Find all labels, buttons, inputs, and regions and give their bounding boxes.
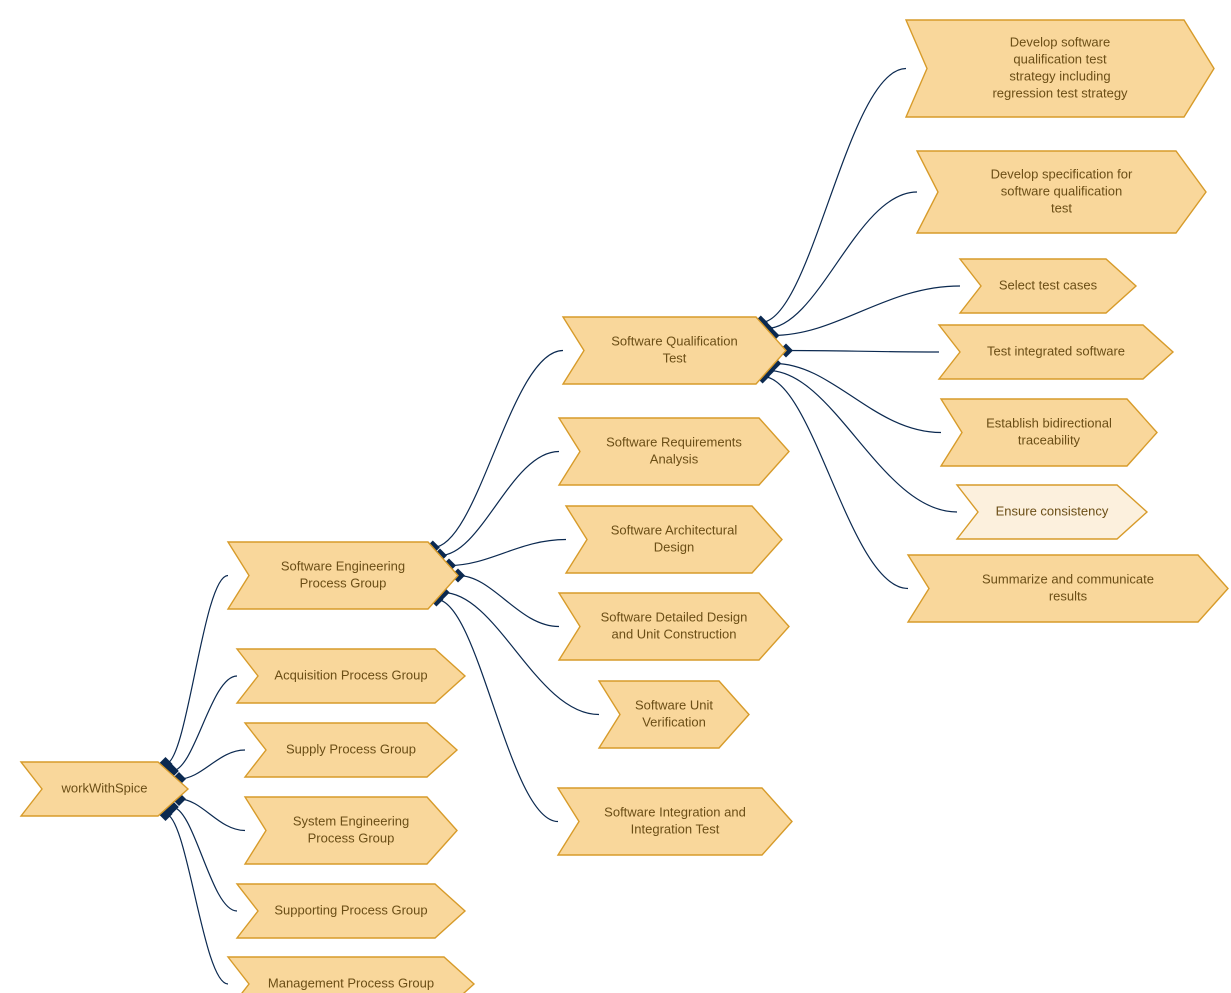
edge xyxy=(449,540,566,566)
diagram-node: Supporting Process Group xyxy=(237,884,465,938)
diagram-node: Software Unit Verification xyxy=(599,681,749,748)
node-label: traceability xyxy=(1018,432,1081,447)
edge xyxy=(436,600,558,822)
edge xyxy=(166,576,229,765)
node-label: regression test strategy xyxy=(992,85,1128,100)
node-label: Process Group xyxy=(300,575,387,590)
diagram-node: Select test cases xyxy=(960,259,1136,313)
edge xyxy=(166,814,229,984)
node-label: Summarize and communicate xyxy=(982,571,1154,586)
diagram-node: Software Detailed Design and Unit Constru… xyxy=(559,593,789,660)
diagram-node: Establish bidirectional traceability xyxy=(941,399,1157,466)
edge xyxy=(774,364,941,433)
node-label: Software Detailed Design xyxy=(601,609,748,624)
node-label: Develop software xyxy=(1010,34,1110,49)
process-diagram: workWithSpice Acquisition Process Group Su… xyxy=(0,0,1231,993)
node-label: System Engineering xyxy=(293,813,409,828)
diagram-node: Software Requirements Analysis xyxy=(559,418,789,485)
diagram-node: Management Process Group xyxy=(228,957,474,993)
diagram-node: Develop specification for software qualif… xyxy=(917,151,1206,233)
node-label: strategy including xyxy=(1009,68,1110,83)
node-label: Analysis xyxy=(650,451,699,466)
edge xyxy=(440,452,559,556)
node-label: Supply Process Group xyxy=(286,741,416,756)
node-label: test xyxy=(1051,200,1072,215)
edge xyxy=(768,371,957,513)
diagram-node: Acquisition Process Group xyxy=(237,649,465,703)
edge xyxy=(172,676,237,771)
diagram-node: Ensure consistency xyxy=(957,485,1147,539)
node-label: and Unit Construction xyxy=(611,626,736,641)
diagram-node: workWithSpice xyxy=(21,762,188,816)
node-label: Software Qualification xyxy=(611,333,737,348)
node-label: Software Unit xyxy=(635,697,713,712)
diagram-node: Software Integration and Integration Test xyxy=(558,788,792,855)
node-label: Software Engineering xyxy=(281,558,405,573)
diagram-node: Software Qualification Test xyxy=(563,317,786,384)
node-label: Software Architectural xyxy=(611,522,738,537)
node-label: Test xyxy=(663,350,687,365)
edge xyxy=(433,351,563,548)
node-label: Select test cases xyxy=(999,277,1098,292)
edge xyxy=(761,69,906,323)
node-label: Verification xyxy=(642,714,706,729)
diagram-node: Supply Process Group xyxy=(245,723,457,777)
edge xyxy=(786,351,939,353)
node-label: software qualification xyxy=(1001,183,1122,198)
node-label: workWithSpice xyxy=(61,780,148,795)
node-label: Design xyxy=(654,539,694,554)
diagram-node: Summarize and communicate results xyxy=(908,555,1228,622)
edge xyxy=(763,377,908,589)
node-label: Test integrated software xyxy=(987,343,1125,358)
edge xyxy=(458,576,559,627)
diagram-node: Test integrated software xyxy=(939,325,1173,379)
nodes-layer: workWithSpice Acquisition Process Group Su… xyxy=(21,20,1228,993)
node-label: Supporting Process Group xyxy=(274,902,427,917)
diagram-node: Develop software qualification test strate… xyxy=(906,20,1214,117)
node-label: Establish bidirectional xyxy=(986,415,1112,430)
node-label: Process Group xyxy=(308,830,395,845)
diagram-node: Software Architectural Design xyxy=(566,506,782,573)
node-label: Integration Test xyxy=(631,821,720,836)
node-label: Develop specification for xyxy=(991,166,1133,181)
node-label: Management Process Group xyxy=(268,975,434,990)
node-label: Acquisition Process Group xyxy=(274,667,427,682)
diagram-node: Software Engineering Process Group xyxy=(228,542,458,609)
edge xyxy=(172,807,237,911)
diagram-node: System Engineering Process Group xyxy=(245,797,457,864)
node-label: qualification test xyxy=(1013,51,1107,66)
node-label: Software Requirements xyxy=(606,434,742,449)
node-label: Software Integration and xyxy=(604,804,746,819)
edge xyxy=(766,192,917,329)
node-label: Ensure consistency xyxy=(996,503,1109,518)
node-label: results xyxy=(1049,588,1088,603)
